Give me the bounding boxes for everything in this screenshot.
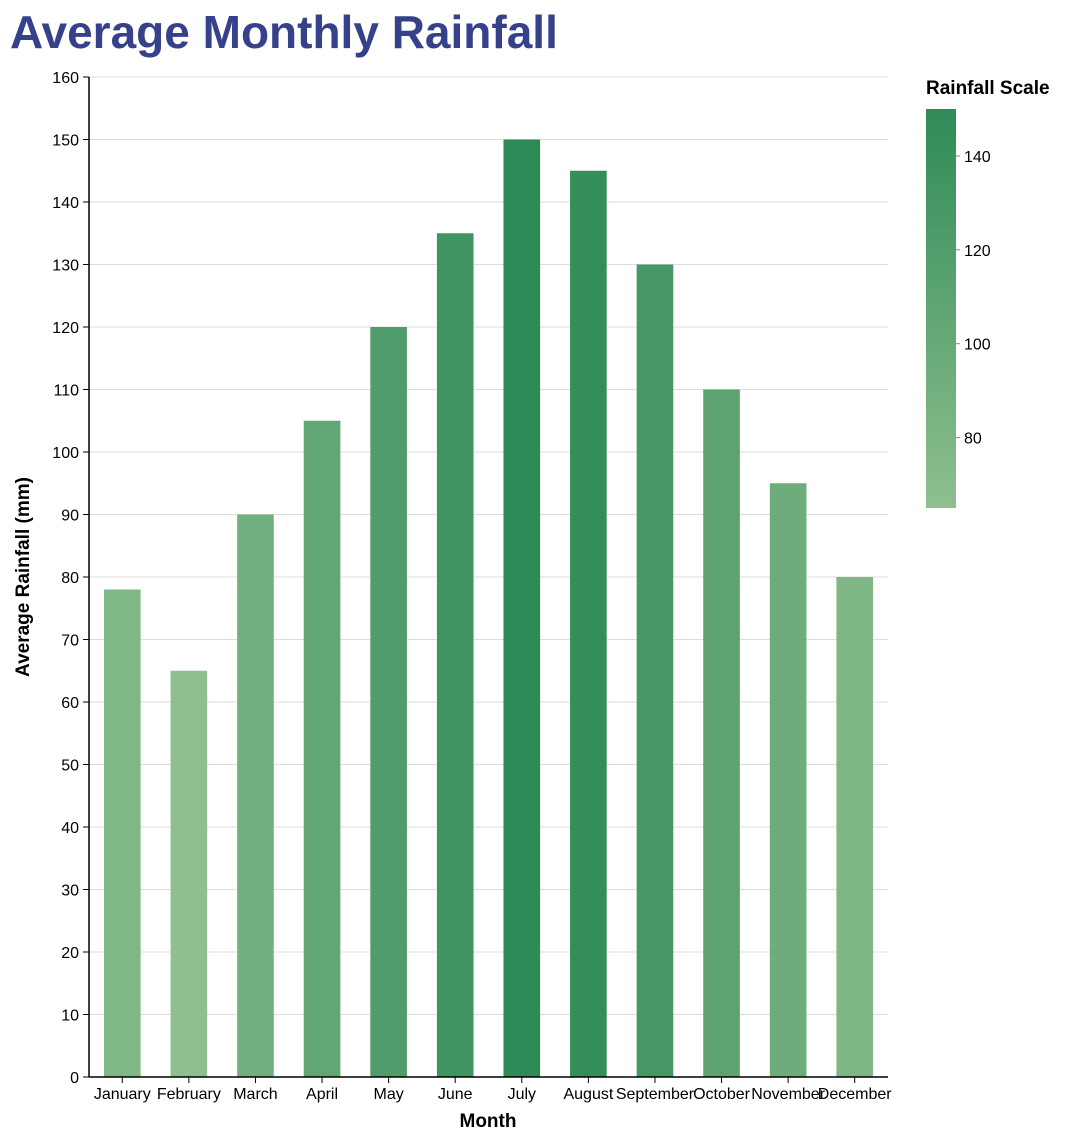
y-tick-label: 70 bbox=[61, 633, 79, 650]
axes: 0 10 20 30 40 50 60 70 80 90 100 110 120 130 140 150 160… bbox=[52, 70, 892, 1103]
legend-tick-label: 120 bbox=[964, 243, 991, 260]
bar-july[interactable] bbox=[503, 139, 541, 1078]
bar-april[interactable] bbox=[303, 420, 341, 1077]
x-tick-label: May bbox=[374, 1086, 404, 1103]
bar-august[interactable] bbox=[570, 170, 607, 1077]
x-tick-label: January bbox=[94, 1086, 151, 1103]
y-tick-label: 20 bbox=[61, 945, 79, 962]
y-tick-label: 120 bbox=[52, 320, 79, 337]
bar-november[interactable] bbox=[769, 483, 807, 1077]
y-tick-label: 0 bbox=[70, 1070, 79, 1087]
bar-january[interactable] bbox=[103, 589, 141, 1078]
x-axis-label: Month bbox=[460, 1111, 517, 1132]
legend-tick-label: 80 bbox=[964, 431, 982, 448]
gridlines bbox=[89, 76, 888, 1015]
bar-may[interactable] bbox=[370, 327, 407, 1077]
y-tick-label: 60 bbox=[61, 695, 79, 712]
bar-december[interactable] bbox=[836, 577, 874, 1077]
x-tick-label: September bbox=[616, 1086, 695, 1103]
x-tick-label: June bbox=[438, 1086, 473, 1103]
x-tick-label: July bbox=[508, 1086, 536, 1103]
y-tick-label: 110 bbox=[53, 383, 79, 400]
x-tick-label: February bbox=[157, 1086, 221, 1103]
y-tick-label: 100 bbox=[52, 445, 79, 462]
x-tick-label: November bbox=[751, 1086, 825, 1103]
legend-title: Rainfall Scale bbox=[926, 78, 1050, 99]
legend-gradient-bar bbox=[926, 109, 956, 508]
legend-tick-label: 100 bbox=[964, 337, 991, 354]
chart-title: Average Monthly Rainfall bbox=[10, 6, 558, 58]
legend-ticks: 80 100 120 140 bbox=[956, 149, 991, 448]
bar-june[interactable] bbox=[436, 233, 474, 1077]
y-tick-label: 140 bbox=[52, 195, 79, 212]
y-tick-label: 160 bbox=[52, 70, 79, 87]
y-tick-label: 150 bbox=[52, 133, 79, 150]
y-tick-label: 130 bbox=[52, 258, 79, 275]
x-tick-label: March bbox=[233, 1086, 277, 1103]
y-tick-label: 40 bbox=[61, 820, 79, 837]
color-legend: Rainfall Scale 80 100 120 140 bbox=[926, 78, 1050, 508]
x-tick-label: December bbox=[818, 1086, 892, 1103]
y-tick-label: 30 bbox=[61, 883, 79, 900]
y-tick-label: 90 bbox=[61, 508, 79, 525]
legend-tick-label: 140 bbox=[964, 149, 991, 166]
x-tick-label: August bbox=[563, 1086, 613, 1103]
y-tick-label: 80 bbox=[61, 570, 79, 587]
x-tick-label: April bbox=[306, 1086, 338, 1103]
bar-september[interactable] bbox=[636, 264, 674, 1078]
bar-february[interactable] bbox=[170, 670, 208, 1077]
x-tick-label: October bbox=[693, 1086, 751, 1103]
bar-october[interactable] bbox=[703, 389, 740, 1078]
y-tick-label: 50 bbox=[61, 758, 79, 775]
y-axis-label: Average Rainfall (mm) bbox=[13, 477, 34, 677]
bar-march[interactable] bbox=[237, 514, 274, 1078]
y-tick-label: 10 bbox=[61, 1008, 79, 1025]
bars bbox=[103, 139, 874, 1078]
